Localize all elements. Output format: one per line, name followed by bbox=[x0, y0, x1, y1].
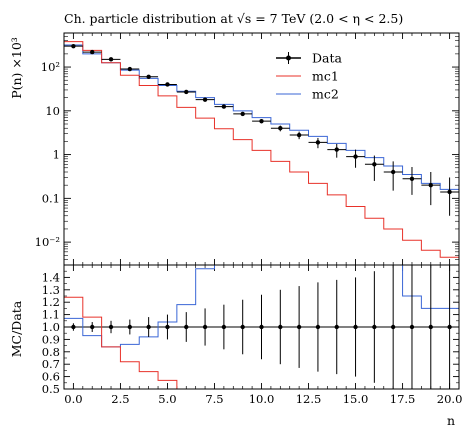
data-point bbox=[259, 118, 264, 124]
ratio-y-tick-label: 0.8 bbox=[42, 345, 60, 359]
ratio-y-tick-label: 0.9 bbox=[42, 332, 60, 346]
ratio-y-tick-label: 0.5 bbox=[42, 382, 60, 396]
data-ratio-point bbox=[184, 324, 189, 330]
y-tick-label: 0.1 bbox=[42, 191, 60, 205]
x-tick-label: 17.5 bbox=[390, 392, 416, 406]
mc1-histogram bbox=[64, 41, 459, 258]
ratio-y-axis-label: MC/Data bbox=[9, 300, 24, 357]
x-tick-label: 15.0 bbox=[343, 392, 369, 406]
data-ratio-point bbox=[202, 324, 208, 330]
data-ratio-point bbox=[240, 324, 245, 330]
data-point bbox=[90, 49, 95, 55]
data-ratio-point bbox=[390, 324, 396, 330]
y-tick-label: 10⁻² bbox=[35, 235, 60, 249]
x-tick-label: 5.0 bbox=[158, 392, 176, 406]
ratio-y-tick-label: 0.7 bbox=[42, 357, 60, 371]
data-ratio-point bbox=[409, 324, 415, 330]
x-tick-label: 20.0 bbox=[437, 392, 463, 406]
mc1-ratio bbox=[64, 296, 178, 389]
legend-marker bbox=[286, 55, 291, 61]
data-point bbox=[409, 176, 415, 181]
y-tick-label: 10 bbox=[45, 104, 60, 118]
data-ratio-point bbox=[278, 324, 283, 330]
data-point bbox=[146, 74, 151, 79]
ratio-y-tick-label: 1.4 bbox=[42, 270, 60, 284]
x-tick-label: 2.5 bbox=[111, 392, 129, 406]
ratio-panel-frame bbox=[63, 264, 460, 390]
data-point bbox=[127, 66, 133, 72]
top-y-axis-label: P(n) ×10³ bbox=[9, 37, 24, 99]
data-ratio-point bbox=[353, 324, 358, 330]
ratio-y-tick-label: 1.1 bbox=[42, 308, 60, 322]
data-ratio-point bbox=[372, 324, 377, 330]
data-ratio-point bbox=[221, 324, 227, 330]
chart-title: Ch. particle distribution at √s = 7 TeV … bbox=[64, 11, 403, 26]
ratio-y-tick-label: 1.0 bbox=[42, 320, 60, 334]
legend-label: mc1 bbox=[312, 69, 339, 84]
data-ratio-point bbox=[165, 324, 170, 330]
x-tick-label: 10.0 bbox=[249, 392, 275, 406]
x-tick-label: 7.5 bbox=[205, 392, 223, 406]
data-point bbox=[278, 126, 283, 131]
ratio-panel: 0.0 2.5 5.0 7.5 10.0 12.5 15.0 17.5 20.00.50.60.… bbox=[42, 264, 463, 406]
data-ratio-point bbox=[127, 324, 133, 330]
data-point bbox=[372, 162, 377, 167]
data-ratio-point bbox=[71, 324, 76, 330]
data-point bbox=[221, 104, 227, 109]
data-point bbox=[108, 57, 114, 62]
data-point bbox=[353, 154, 358, 159]
main-panel-frame bbox=[63, 32, 460, 266]
data-ratio-point bbox=[259, 324, 264, 330]
data-point bbox=[390, 169, 396, 175]
x-tick-label: 12.5 bbox=[296, 392, 322, 406]
legend-label: Data bbox=[312, 51, 342, 66]
data-ratio-point bbox=[108, 324, 114, 330]
main-series bbox=[64, 41, 459, 258]
data-point bbox=[296, 132, 302, 138]
data-ratio-point bbox=[428, 324, 433, 330]
data-point bbox=[428, 182, 433, 188]
data-ratio-point bbox=[315, 324, 321, 330]
legend-label: mc2 bbox=[312, 87, 339, 102]
data-ratio-point bbox=[90, 324, 95, 330]
y-tick-label: 10² bbox=[41, 60, 60, 74]
ratio-series bbox=[64, 265, 459, 389]
data-point bbox=[184, 89, 189, 95]
data-point bbox=[240, 111, 245, 117]
data-point bbox=[334, 147, 339, 152]
data-point bbox=[165, 82, 170, 87]
data-ratio-point bbox=[447, 324, 452, 330]
legend: Data mc1 mc2 bbox=[276, 51, 342, 102]
data-point bbox=[71, 43, 76, 49]
main-panel: 10⁻² 0.1 1 10 10² bbox=[35, 32, 460, 389]
y-tick-label: 1 bbox=[53, 148, 60, 162]
x-axis-label: n bbox=[447, 413, 455, 428]
data-point bbox=[315, 140, 321, 145]
ratio-y-tick-label: 1.3 bbox=[42, 283, 60, 297]
x-tick-label: 0.0 bbox=[64, 392, 82, 406]
ratio-y-tick-label: 0.6 bbox=[42, 370, 60, 384]
top-ticks: 10⁻² 0.1 1 10 10² bbox=[35, 32, 460, 389]
data-point bbox=[202, 97, 208, 102]
mc2-histogram bbox=[64, 44, 459, 190]
data-ratio-point bbox=[296, 324, 302, 330]
data-ratio-point bbox=[334, 324, 339, 330]
ratio-y-tick-label: 1.2 bbox=[42, 295, 60, 309]
data-point bbox=[447, 189, 452, 195]
ratio-ticks: 0.0 2.5 5.0 7.5 10.0 12.5 15.0 17.5 20.00.50.60.… bbox=[42, 270, 463, 406]
data-ratio-point bbox=[146, 324, 151, 330]
